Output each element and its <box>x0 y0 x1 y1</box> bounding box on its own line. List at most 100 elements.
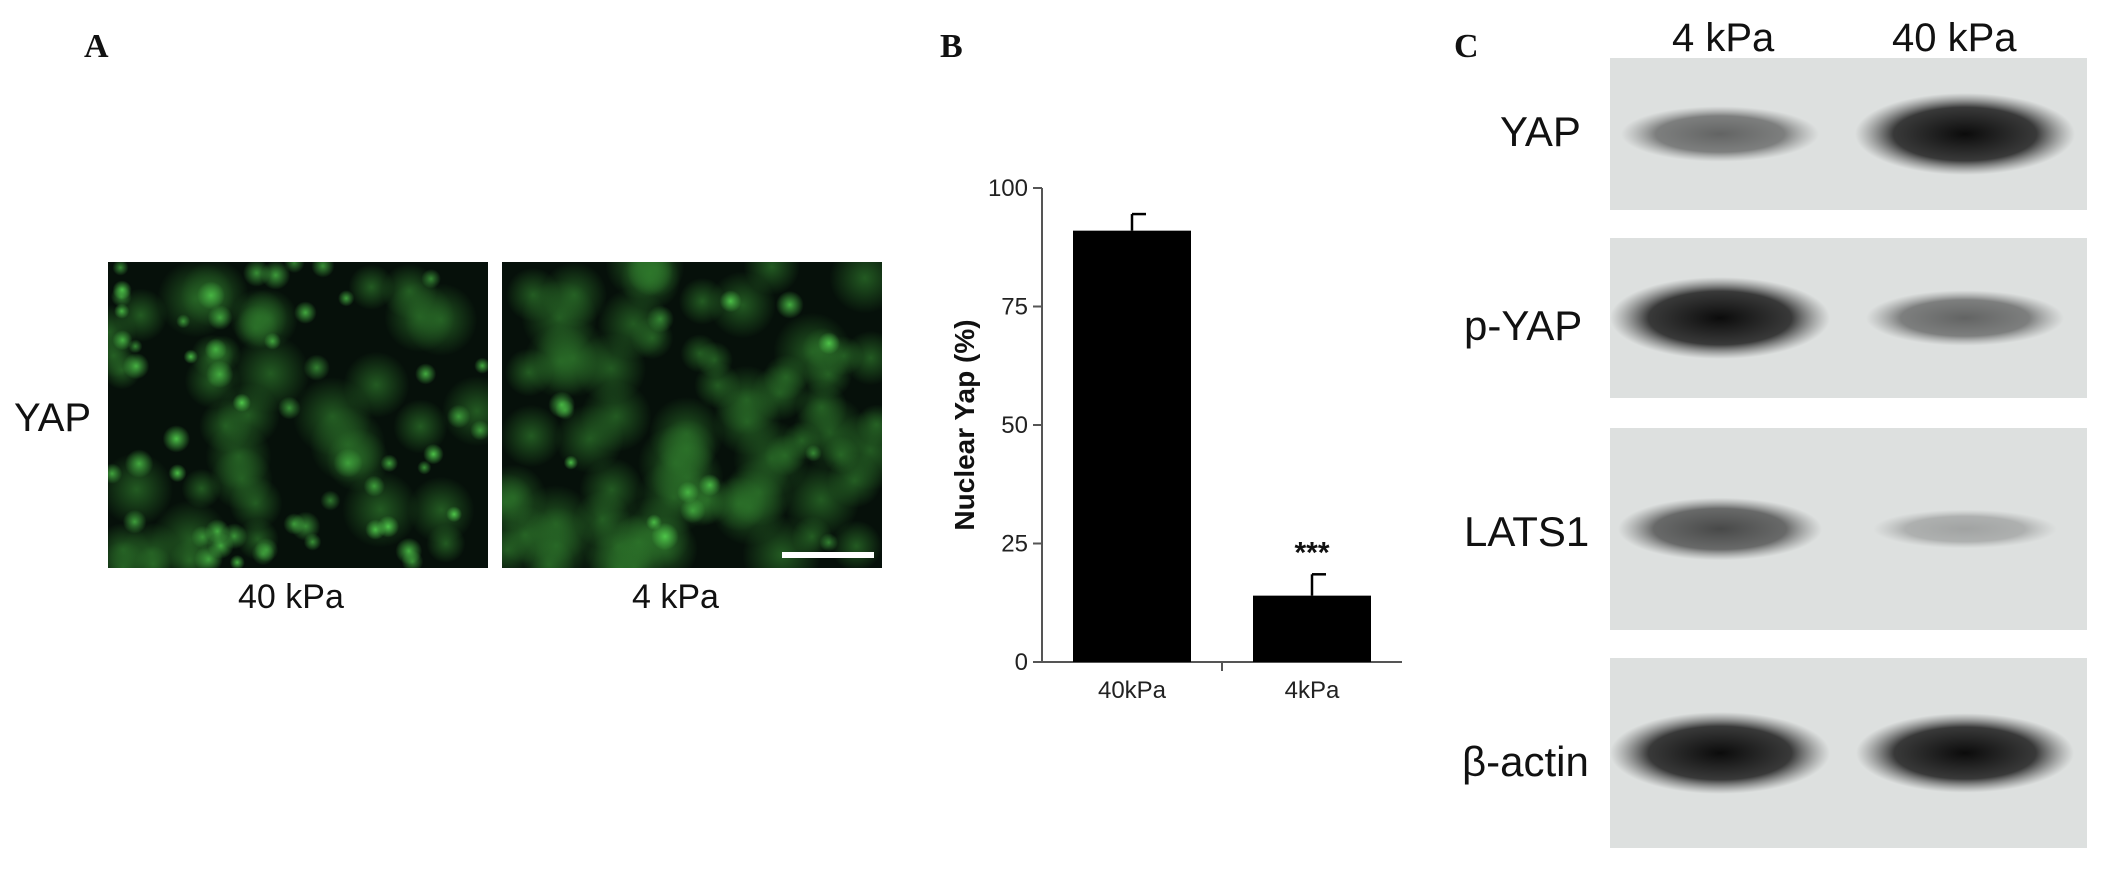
micrograph-40kpa-image <box>108 262 488 568</box>
blot-lats1-bands <box>1618 497 2057 561</box>
blot-beta-actin <box>1610 658 2087 848</box>
y-tick-label: 50 <box>1001 412 1028 439</box>
cell-nucleus <box>651 522 679 551</box>
cell-nucleus <box>204 338 227 361</box>
cell-body <box>541 262 608 328</box>
cell-body <box>120 522 183 568</box>
blot-band-lane-1 <box>1621 106 1819 162</box>
x-tick-label: 40kPa <box>1098 677 1167 704</box>
y-tick-label: 0 <box>1015 649 1028 676</box>
cell-nucleus <box>817 332 841 355</box>
cell-nucleus <box>555 400 575 420</box>
micrograph-40kpa <box>108 262 488 568</box>
cell-nucleus <box>277 396 301 420</box>
cell-nucleus <box>206 360 234 389</box>
cell-nucleus <box>415 363 437 385</box>
cell-nucleus <box>294 301 317 324</box>
cell-nucleus <box>124 449 154 478</box>
panel-c-letter: C <box>1454 28 1479 65</box>
cell-nucleus <box>290 511 321 542</box>
cell-body <box>678 277 726 325</box>
cell-nucleus <box>719 290 742 313</box>
cell-nucleus <box>112 330 133 351</box>
cell-nucleus <box>191 525 214 549</box>
cell-nucleus <box>251 542 275 566</box>
cell-body <box>505 267 561 322</box>
blot-band-lane-2 <box>1856 713 2074 793</box>
blot-label-lats1: LATS1 <box>1464 508 1590 555</box>
micrograph-4kpa-label: 4 kPa <box>632 578 719 616</box>
y-axis-label: Nuclear Yap (%) <box>949 319 980 530</box>
cell-nucleus <box>114 303 130 319</box>
cell-nucleus <box>168 464 187 483</box>
cell-body <box>626 262 685 297</box>
cell-body <box>743 262 800 295</box>
cell-nucleus <box>108 463 123 484</box>
cell-body <box>181 468 222 509</box>
blot-p-yap-bands <box>1610 277 2064 359</box>
cell-nucleus <box>207 532 234 559</box>
significance-annotation: *** <box>1294 536 1329 569</box>
panel-a-letter: A <box>84 28 109 65</box>
cell-nucleus <box>563 455 579 470</box>
panel-b-letter: B <box>940 28 963 65</box>
cell-nucleus <box>176 314 191 329</box>
cell-nucleus <box>677 481 699 504</box>
y-tick-label: 75 <box>1001 294 1028 321</box>
lane-label-4kpa: 4 kPa <box>1672 16 1775 60</box>
cell-nucleus <box>446 404 471 429</box>
blot-beta-actin-bands <box>1610 712 2074 794</box>
cell-body <box>502 464 547 532</box>
cell-nucleus <box>112 262 129 276</box>
cell-body <box>502 404 563 468</box>
cell-nucleus <box>183 349 199 364</box>
micrograph-40kpa-label: 40 kPa <box>238 578 344 616</box>
cell-nucleus <box>311 262 335 278</box>
cell-body <box>343 351 410 418</box>
cell-nucleus <box>162 425 191 453</box>
cell-nucleus <box>196 281 225 310</box>
bar-4kPa <box>1253 595 1371 662</box>
cell-body <box>579 457 644 523</box>
cell-body <box>228 476 283 531</box>
cell-nucleus <box>474 357 488 374</box>
cell-nucleus <box>128 339 143 354</box>
blot-p-yap <box>1610 238 2087 398</box>
blot-band-lane-2 <box>1873 509 2057 549</box>
cell-nucleus <box>122 509 147 534</box>
scale-bar <box>782 552 874 558</box>
blot-label-beta-actin: β-actin <box>1462 738 1589 785</box>
blot-label-yap: YAP <box>1500 108 1581 155</box>
cell-body <box>504 348 553 397</box>
blot-lats1 <box>1610 428 2087 630</box>
cell-nucleus <box>423 443 444 465</box>
cell-body <box>604 536 665 568</box>
bar-40kPa <box>1073 230 1191 662</box>
cell-nucleus <box>232 393 252 412</box>
cell-nucleus <box>698 474 721 497</box>
cell-body <box>231 334 310 413</box>
cell-nucleus <box>303 354 330 381</box>
cell-nucleus <box>261 262 291 290</box>
cell-body <box>407 476 475 544</box>
cell-nucleus <box>680 497 706 524</box>
cell-body <box>763 354 809 401</box>
cell-nucleus <box>365 519 386 540</box>
lane-label-40kpa: 40 kPa <box>1892 16 2017 60</box>
y-tick-label: 25 <box>1001 531 1028 558</box>
cell-nucleus <box>819 533 839 552</box>
cell-body <box>713 387 782 456</box>
cell-nucleus <box>207 305 233 331</box>
cell-nucleus <box>417 460 432 475</box>
cell-nucleus <box>363 475 385 497</box>
y-tick-label: 100 <box>988 175 1028 202</box>
cell-nucleus <box>446 506 463 523</box>
yap-row-label: YAP <box>14 396 92 440</box>
cell-nucleus <box>421 268 441 289</box>
micrograph-4kpa <box>502 262 882 568</box>
cell-nucleus <box>229 554 245 568</box>
cell-nucleus <box>804 444 822 462</box>
blot-band-lane-2 <box>1866 290 2064 346</box>
micrograph-4kpa-image <box>502 262 882 568</box>
x-tick-label: 4kPa <box>1285 677 1340 704</box>
